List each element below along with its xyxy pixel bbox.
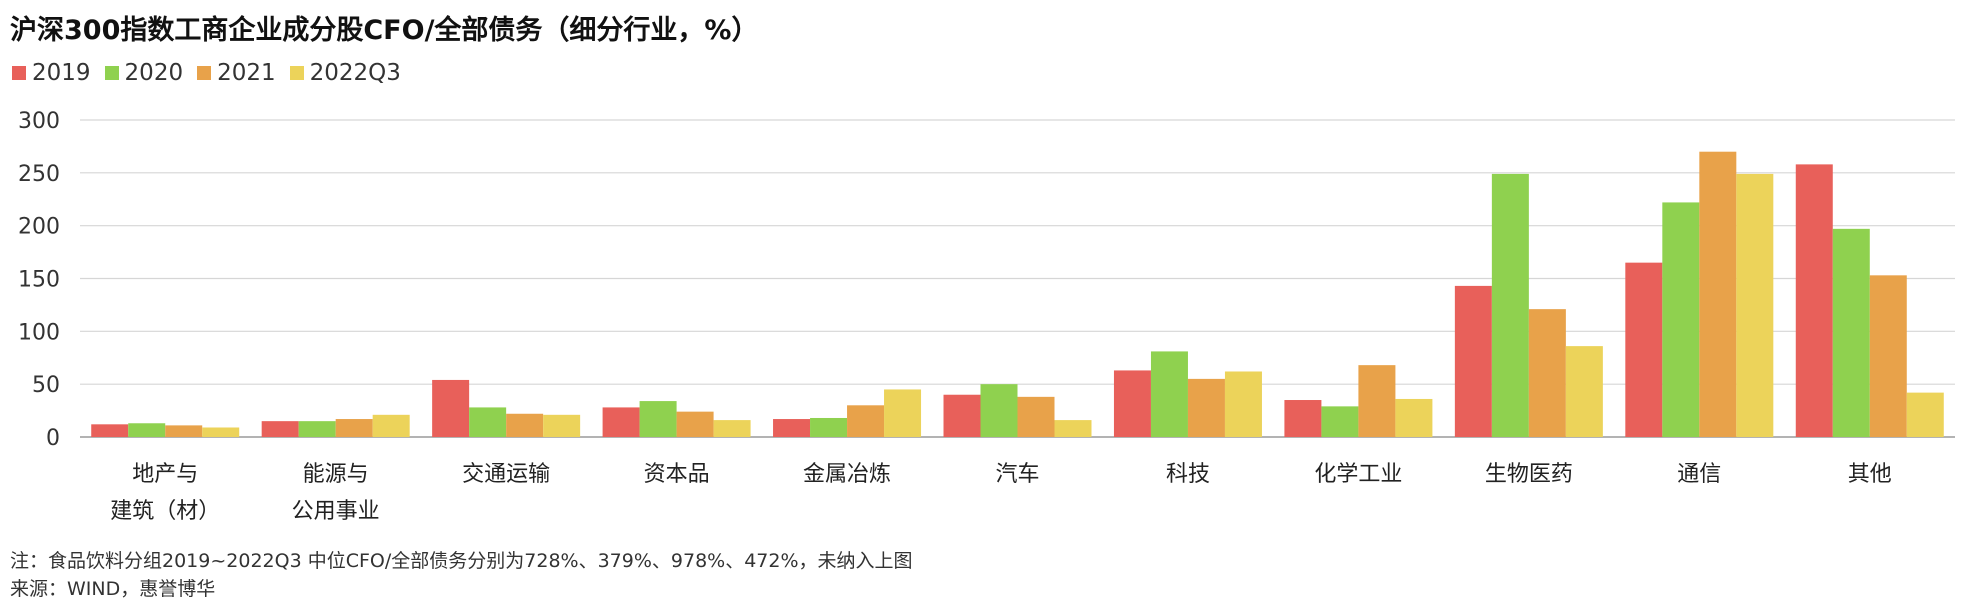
bar: [1491, 173, 1529, 437]
x-tick-label: 汽车: [995, 462, 1039, 487]
bar: [1662, 202, 1700, 437]
bar: [884, 389, 922, 437]
bar: [1017, 396, 1055, 437]
bar: [713, 420, 751, 437]
bar: [432, 379, 470, 437]
legend-item-2019: 2019: [12, 60, 91, 86]
x-tick-label: 其他: [1848, 462, 1892, 487]
x-tick-label: 地产与: [132, 462, 198, 487]
bar: [506, 413, 544, 437]
bar: [1528, 309, 1566, 437]
x-tick-label: 金属冶炼: [803, 462, 891, 487]
source-note: 来源：WIND，惠誉博华: [10, 578, 216, 600]
x-tick-label: 交通运输: [462, 462, 550, 487]
bar: [1284, 400, 1322, 437]
bar: [335, 419, 373, 437]
bar: [1321, 406, 1359, 437]
y-tick-label: 100: [18, 320, 60, 345]
x-tick-label: 生物医药: [1485, 462, 1573, 487]
legend-label-2019: 2019: [32, 60, 91, 86]
y-tick-label: 300: [18, 109, 60, 134]
bar: [1054, 420, 1092, 437]
bar: [639, 401, 677, 437]
legend-label-2020: 2020: [124, 60, 184, 86]
bar: [1395, 398, 1433, 437]
bar: [1113, 370, 1151, 437]
bar: [372, 414, 410, 437]
legend-swatch-2021: [197, 66, 212, 80]
chart-title: 沪深300指数工商企业成分股CFO/全部债务（细分行业，%）: [10, 15, 759, 46]
legend-label-2021: 2021: [217, 60, 276, 86]
bar: [543, 414, 581, 437]
bar: [261, 421, 299, 437]
x-tick-label: 公用事业: [292, 499, 380, 524]
x-tick-label: 通信: [1677, 462, 1721, 487]
y-tick-label: 0: [46, 426, 60, 451]
bar: [298, 421, 336, 437]
bar: [1832, 228, 1870, 437]
bar: [128, 423, 166, 437]
bar: [943, 394, 981, 437]
legend-item-2021: 2021: [197, 60, 276, 86]
y-tick-label: 150: [18, 268, 60, 293]
legend-swatch-2022q3: [289, 66, 304, 80]
bar: [165, 425, 203, 437]
x-tick-label: 能源与: [303, 462, 369, 487]
bar: [1187, 378, 1225, 437]
x-tick-label: 建筑（材）: [110, 499, 220, 524]
bar: [1699, 151, 1737, 437]
bar: [1224, 371, 1262, 437]
x-tick-label: 化学工业: [1314, 462, 1402, 487]
bar: [1358, 365, 1396, 437]
bar: [91, 424, 129, 437]
footnote: 注：食品饮料分组2019~2022Q3 中位CFO/全部债务分别为728%、37…: [10, 550, 913, 572]
bar: [676, 411, 714, 437]
bar: [1906, 392, 1944, 437]
legend-swatch-2019: [12, 66, 26, 80]
bar: [1454, 285, 1492, 437]
legend-item-2022q3: 2022Q3: [289, 60, 401, 86]
bar: [1736, 173, 1774, 437]
bar: [602, 407, 640, 437]
legend-item-2020: 2020: [104, 60, 184, 86]
x-tick-label: 资本品: [644, 462, 710, 487]
y-tick-label: 200: [18, 215, 60, 240]
bar: [1625, 262, 1663, 437]
bar: [1565, 346, 1603, 437]
bar: [847, 405, 885, 437]
legend-swatch-2020: [104, 66, 119, 80]
bar: [202, 427, 240, 437]
legend: 2019 2020 2021 2022Q3: [12, 60, 415, 86]
y-tick-label: 250: [18, 162, 60, 187]
bar: [980, 384, 1018, 437]
bar: [1150, 351, 1188, 437]
bar: [1869, 275, 1907, 437]
bar: [810, 417, 848, 437]
x-tick-label: 科技: [1166, 462, 1210, 487]
bar: [1795, 164, 1833, 437]
bar: [469, 407, 507, 437]
bar: [773, 419, 811, 437]
legend-label-2022q3: 2022Q3: [309, 60, 401, 86]
y-tick-label: 50: [32, 373, 60, 398]
